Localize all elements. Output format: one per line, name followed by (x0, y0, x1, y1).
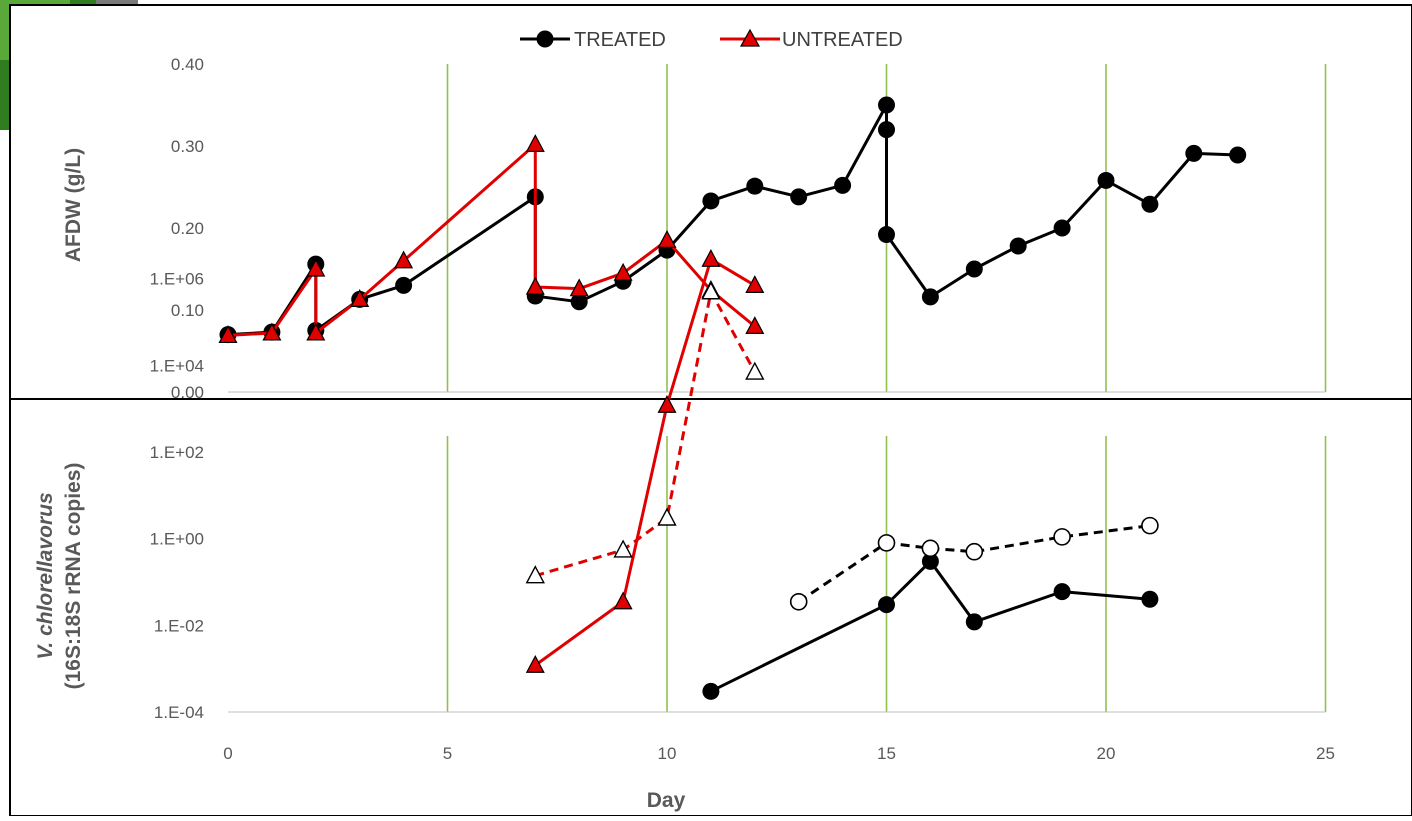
top-untreated-point (569, 278, 589, 297)
top-treated-point (834, 176, 852, 194)
bottom-point-open-circle (877, 534, 896, 552)
bottom-point-filled-circle (1053, 583, 1071, 601)
top-treated-point (1009, 237, 1027, 255)
top-untreated-point (306, 258, 326, 277)
bottom-point-open-circle (1141, 516, 1159, 535)
top-y-tick-label: 0.30 (171, 137, 204, 156)
bottom-y-axis-title-line1: V. chlorellavorus (34, 492, 57, 659)
top-y-tick-label: 0.00 (171, 383, 204, 402)
top-treated-point (702, 192, 720, 210)
bottom-y-tick-label: 1.E-02 (154, 616, 204, 635)
top-treated-point (746, 177, 764, 195)
top-untreated-point (218, 325, 238, 344)
bottom-point-filled-circle (921, 552, 939, 570)
top-y-tick-label: 0.10 (171, 301, 204, 320)
top-untreated-point (306, 322, 326, 341)
bottom-point-open-circle (965, 542, 984, 561)
top-treated-point (1185, 144, 1203, 162)
top-y-axis-title: AFDW (g/L) (62, 148, 85, 262)
bottom-point-filled-circle (965, 613, 983, 631)
top-y-tick-label: 0.40 (171, 55, 204, 74)
top-treated-point (878, 96, 895, 114)
bottom-point-open-circle (1053, 528, 1071, 546)
bottom-series-line-1 (534, 290, 757, 578)
top-series (218, 96, 1247, 344)
top-y-tick-label: 0.20 (171, 219, 204, 238)
legend: TREATED UNTREATED (520, 28, 903, 51)
bottom-panel-frame (9, 398, 1412, 817)
x-tick-label: 0 (223, 744, 232, 763)
bottom-y-tick-label: 1.E-04 (154, 703, 204, 722)
legend-untreated-label: UNTREATED (782, 29, 903, 51)
bottom-y-tick-label: 1.E+06 (150, 270, 204, 289)
top-treated-point (878, 226, 895, 244)
x-tick-label: 20 (1097, 744, 1116, 763)
top-treated-point (570, 293, 588, 311)
bottom-point-filled-circle (702, 682, 720, 700)
bottom-point-open-triangle (613, 539, 633, 558)
top-treated-point (1053, 219, 1071, 237)
top-treated-point (790, 188, 808, 206)
bottom-point-open-triangle (525, 565, 545, 584)
top-untreated-point (262, 322, 282, 341)
top-untreated-point (350, 289, 370, 307)
top-untreated-point (745, 316, 765, 334)
x-tick-label: 5 (443, 744, 452, 763)
bottom-y-tick-label: 1.E+00 (150, 530, 204, 549)
bottom-series-line-3 (797, 524, 1151, 604)
top-untreated-point (613, 262, 633, 281)
top-untreated-point (657, 230, 677, 248)
top-treated-point (395, 276, 413, 294)
bottom-point-filled-triangle (613, 591, 633, 610)
top-untreated-point (525, 134, 545, 152)
bottom-point-open-circle (789, 592, 808, 611)
bottom-x-tick-labels: 0 5 10 15 20 25 (223, 744, 1335, 763)
bottom-y-tick-labels: 1.E-04 1.E-02 1.E+00 1.E+02 1.E+04 1.E+06 (150, 270, 204, 722)
top-treated-point (965, 260, 983, 278)
bottom-point-filled-circle (878, 596, 895, 614)
bottom-grid (228, 436, 1327, 713)
bottom-series-line-2 (710, 559, 1151, 693)
bottom-point-open-circle (921, 539, 940, 558)
x-tick-label: 25 (1316, 744, 1335, 763)
bottom-point-filled-triangle (745, 275, 765, 294)
top-treated-point (1097, 171, 1115, 189)
bottom-point-open-triangle (745, 361, 765, 380)
x-tick-label: 15 (877, 744, 896, 763)
top-treated-point (878, 121, 895, 139)
top-treated-point (1141, 195, 1159, 213)
bottom-series (525, 249, 1159, 700)
x-tick-label: 10 (658, 744, 677, 763)
bottom-point-open-triangle (701, 281, 721, 300)
bottom-point-filled-circle (1141, 590, 1159, 608)
bottom-point-filled-triangle (525, 654, 545, 673)
top-treated-point (921, 288, 939, 306)
bottom-point-open-triangle (657, 507, 677, 526)
bottom-y-tick-label: 1.E+02 (150, 443, 204, 462)
top-treated-point (1229, 146, 1247, 164)
top-y-tick-labels: 0.00 0.10 0.20 0.30 0.40 (171, 55, 204, 402)
legend-untreated-marker (739, 28, 761, 47)
legend-treated-label: TREATED (574, 29, 666, 51)
top-untreated-point (525, 276, 545, 295)
bottom-point-filled-triangle (657, 394, 677, 413)
bottom-point-filled-triangle (701, 249, 721, 267)
bottom-y-tick-label: 1.E+04 (150, 356, 204, 375)
x-axis-title: Day (647, 789, 686, 812)
top-untreated-point (394, 250, 414, 269)
bottom-y-axis-title-line2: (16S:18S rRNA copies) (62, 463, 85, 690)
legend-treated-marker (536, 30, 554, 48)
